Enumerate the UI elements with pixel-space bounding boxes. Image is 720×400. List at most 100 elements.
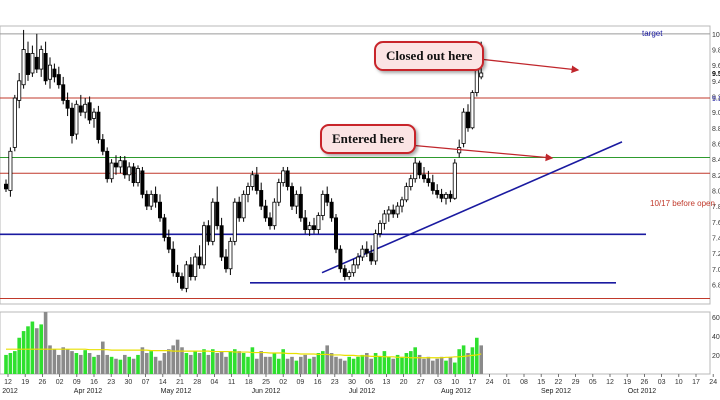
x-tick-label: 24 [486,379,494,386]
x-tick-label: 12 [4,379,12,386]
volume-bar [369,358,373,374]
candle-body [245,186,250,195]
x-tick-label: 03 [434,379,442,386]
volume-bar [4,354,8,374]
candle-body [210,201,215,242]
candle-body [430,182,435,191]
x-tick-label: 21 [176,379,184,386]
volume-bar [70,351,74,374]
candle-body [479,72,484,78]
candle-body [417,162,422,176]
x-tick-label: 12 [606,379,614,386]
volume-bar [316,353,321,374]
candle-body [391,209,396,215]
price-tick-label: 6.8 [712,282,720,289]
volume-bar [387,356,391,374]
x-tick-label: 28 [193,379,201,386]
candle-body [452,162,457,199]
volume-bar [105,354,109,374]
level-price-tag: 9.1 [712,96,720,103]
candle-body [386,209,391,215]
volume-bar [444,360,448,374]
volume-bar [417,354,422,374]
x-tick-label: 02 [279,379,287,386]
x-tick-label: 16 [314,379,322,386]
volume-bar [197,353,202,374]
volume-bar [268,356,272,374]
volume-bar [202,349,206,374]
volume-bar [118,359,123,374]
candle-body [206,225,211,242]
candle-body [83,103,88,113]
candle-body [171,248,176,274]
candle-body [311,225,316,231]
x-tick-label: 02 [56,379,64,386]
volume-bar [48,345,52,374]
volume-tick-label: 20 [712,353,720,360]
candle-body [285,170,290,187]
candle-body [92,111,97,119]
volume-bar [334,356,338,374]
volume-bar [219,351,224,374]
price-tick-label: 7.6 [712,220,720,227]
volume-bar [277,358,281,374]
candle-body [329,201,334,219]
volume-bar [263,356,268,374]
volume-bar [224,356,228,374]
volume-bar [237,351,241,374]
candle-body [144,193,149,207]
candle-body [461,111,466,144]
candle-body [8,150,13,191]
candle-body [197,256,202,266]
volume-bar [255,358,259,374]
candle-body [223,256,228,270]
x-tick-label: 13 [383,379,391,386]
x-tick-label: 10 [675,379,683,386]
x-tick-label: 03 [658,379,666,386]
price-tick-label: 9.8 [712,47,720,54]
candle-body [395,205,400,215]
volume-bar [435,358,439,374]
month-label: Jun 2012 [252,388,281,395]
candle-body [179,276,184,289]
month-label: Apr 2012 [74,388,103,395]
candle-body [30,53,35,74]
candle-body [267,217,272,227]
volume-bar [409,351,413,374]
price-tick-label: 7.8 [712,204,720,211]
x-tick-label: 26 [641,379,649,386]
x-tick-label: 26 [39,379,47,386]
volume-bar [162,353,167,374]
volume-bar [470,347,475,374]
candle-body [303,217,308,231]
x-tick-label: 11 [228,379,235,386]
volume-bar [61,347,65,374]
price-tick-label: 8.4 [712,157,720,164]
candle-body [127,166,132,176]
candle-body [175,272,180,277]
candle-body [109,162,114,180]
volume-bar [307,358,312,374]
volume-bar [426,356,431,374]
volume-bar [158,360,162,374]
volume-moving-average [6,348,482,359]
volume-bar [329,353,334,374]
support-trendline [321,141,623,274]
candle-body [184,264,189,289]
candle-body [25,53,30,75]
volume-bar [26,326,30,374]
volume-bar [101,341,105,374]
candle-body [355,256,360,266]
volume-bar [17,337,21,374]
month-label: Sep 2012 [541,388,571,395]
volume-bar [431,360,435,374]
candle-body [263,205,268,219]
x-tick-label: 23 [107,379,115,386]
volume-bar [479,345,483,374]
candle-body [439,193,444,199]
closed-out-arrow [469,57,580,74]
x-tick-label: 19 [623,379,631,386]
candle-body [254,174,259,191]
volume-bar [184,353,189,374]
candle-body [21,49,26,86]
